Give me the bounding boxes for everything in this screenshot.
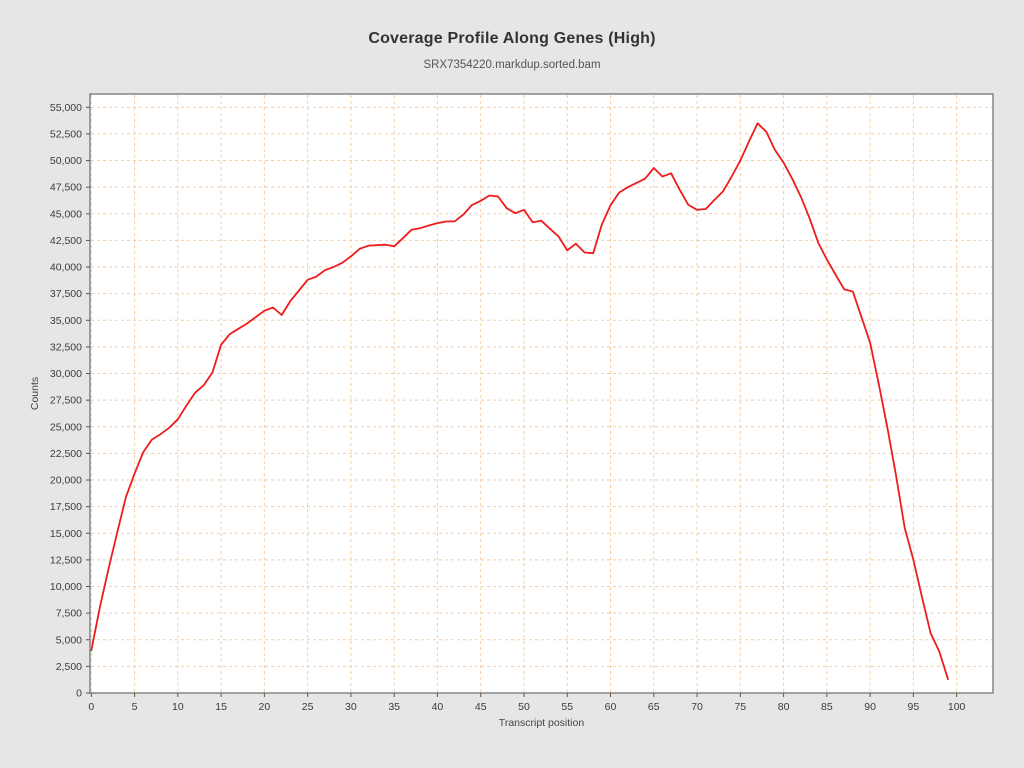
y-tick-label: 5,000 bbox=[56, 634, 82, 646]
x-axis-label: Transcript position bbox=[499, 717, 585, 729]
y-tick-label: 32,500 bbox=[50, 341, 82, 353]
x-tick-label: 10 bbox=[172, 701, 184, 713]
chart-title: Coverage Profile Along Genes (High) bbox=[368, 30, 656, 47]
y-tick-label: 50,000 bbox=[50, 155, 82, 167]
y-tick-label: 15,000 bbox=[50, 528, 82, 540]
x-tick-label: 5 bbox=[132, 701, 138, 713]
y-tick-label: 45,000 bbox=[50, 208, 82, 220]
x-tick-label: 20 bbox=[259, 701, 271, 713]
plot-area bbox=[90, 94, 993, 693]
x-tick-label: 50 bbox=[518, 701, 530, 713]
x-tick-label: 15 bbox=[215, 701, 227, 713]
plot-border bbox=[89, 93, 994, 694]
x-tick-label: 75 bbox=[734, 701, 746, 713]
x-tick-label: 100 bbox=[948, 701, 966, 713]
x-tick-label: 25 bbox=[302, 701, 314, 713]
y-tick-label: 37,500 bbox=[50, 288, 82, 300]
y-tick-label: 52,500 bbox=[50, 128, 82, 140]
y-tick-label: 2,500 bbox=[56, 661, 82, 673]
y-tick-label: 7,500 bbox=[56, 608, 82, 620]
y-tick-label: 25,000 bbox=[50, 421, 82, 433]
x-tick-label: 0 bbox=[88, 701, 94, 713]
x-tick-label: 70 bbox=[691, 701, 703, 713]
y-tick-label: 30,000 bbox=[50, 368, 82, 380]
chart-subtitle: SRX7354220.markdup.sorted.bam bbox=[423, 59, 601, 71]
y-tick-label: 40,000 bbox=[50, 262, 82, 274]
coverage-line bbox=[90, 122, 949, 681]
y-tick-label: 55,000 bbox=[50, 102, 82, 114]
y-tick-label: 42,500 bbox=[50, 235, 82, 247]
y-tick-label: 17,500 bbox=[50, 501, 82, 513]
x-tick-label: 30 bbox=[345, 701, 357, 713]
y-tick-label: 0 bbox=[76, 688, 82, 700]
y-tick-label: 47,500 bbox=[50, 182, 82, 194]
y-tick-label: 20,000 bbox=[50, 475, 82, 487]
x-tick-label: 85 bbox=[821, 701, 833, 713]
x-tick-label: 60 bbox=[605, 701, 617, 713]
y-tick-label: 12,500 bbox=[50, 554, 82, 566]
x-tick-label: 90 bbox=[864, 701, 876, 713]
x-tick-label: 35 bbox=[388, 701, 400, 713]
y-tick-label: 22,500 bbox=[50, 448, 82, 460]
x-tick-label: 55 bbox=[561, 701, 573, 713]
x-tick-label: 65 bbox=[648, 701, 660, 713]
y-tick-label: 35,000 bbox=[50, 315, 82, 327]
y-tick-label: 10,000 bbox=[50, 581, 82, 593]
x-tick-label: 95 bbox=[908, 701, 920, 713]
y-tick-label: 27,500 bbox=[50, 395, 82, 407]
y-axis-label: Counts bbox=[29, 377, 41, 410]
x-tick-label: 40 bbox=[432, 701, 444, 713]
x-tick-label: 80 bbox=[778, 701, 790, 713]
x-tick-label: 45 bbox=[475, 701, 487, 713]
